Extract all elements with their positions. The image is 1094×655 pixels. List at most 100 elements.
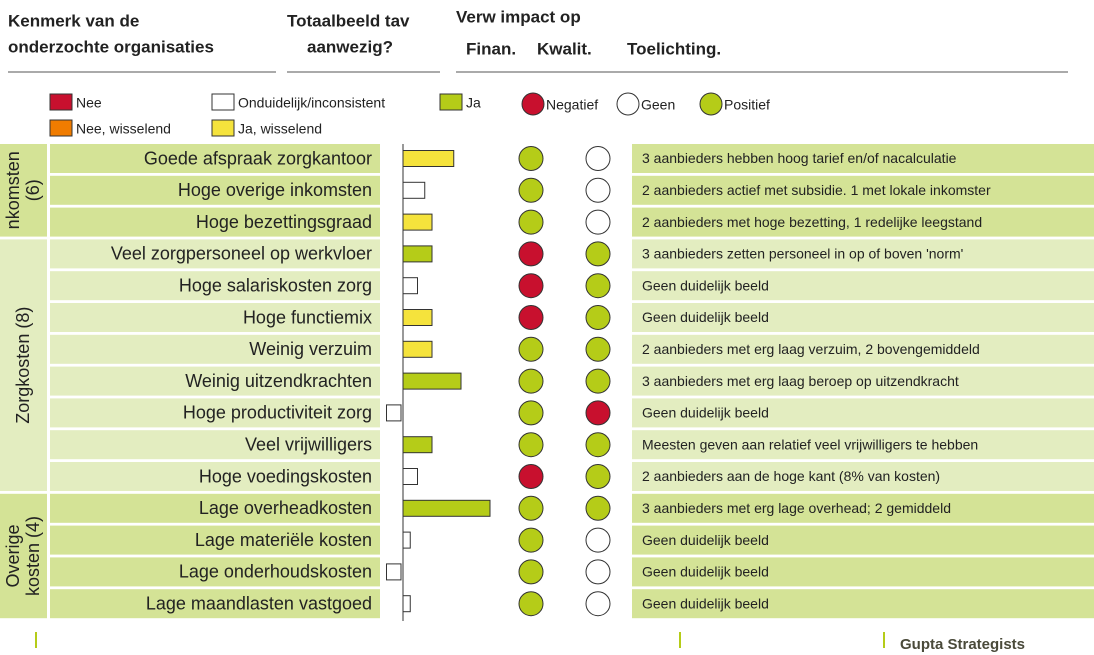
impact-kwalit xyxy=(585,591,611,617)
legend-swatch xyxy=(439,93,463,111)
legend-swatch xyxy=(211,93,235,111)
row-note: 2 aanbieders aan de hoge kant (8% van ko… xyxy=(642,468,940,484)
row-note: Geen duidelijk beeld xyxy=(642,277,769,293)
row-bg xyxy=(50,271,380,301)
group-label: kosten (4) xyxy=(23,516,43,596)
bar xyxy=(402,499,491,517)
impact-finan xyxy=(518,177,544,203)
row-bg xyxy=(632,398,1094,428)
impact-finan xyxy=(518,591,544,617)
impact-kwalit xyxy=(585,400,611,426)
footer-brand: Gupta Strategists xyxy=(900,636,1025,653)
impact-kwalit xyxy=(585,273,611,299)
impact-kwalit xyxy=(585,559,611,585)
impact-kwalit xyxy=(585,305,611,330)
bar xyxy=(402,277,418,295)
row-label: Veel zorgpersoneel op werkvloer xyxy=(111,244,372,264)
row-note: 3 aanbieders met erg lage overhead; 2 ge… xyxy=(642,500,951,516)
bar xyxy=(386,404,402,422)
legend-label: Positief xyxy=(724,97,770,113)
row-bg xyxy=(632,557,1094,587)
row-bg xyxy=(50,334,380,364)
bar xyxy=(402,150,455,167)
bar xyxy=(402,372,462,390)
row-note: 3 aanbieders met erg laag beroep op uitz… xyxy=(642,373,959,389)
impact-kwalit xyxy=(585,336,611,362)
row-bg xyxy=(50,557,380,587)
impact-kwalit xyxy=(585,464,611,489)
row-bg xyxy=(632,144,1094,173)
legend-label: Nee xyxy=(76,95,102,111)
row-label: Hoge overige inkomsten xyxy=(178,180,372,200)
impact-finan xyxy=(518,146,544,171)
row-bg xyxy=(50,239,380,269)
row-bg xyxy=(50,525,380,555)
row-label: Veel vrijwilligers xyxy=(245,434,372,454)
impact-finan xyxy=(518,209,544,235)
row-label: Lage onderhoudskosten xyxy=(179,562,372,582)
row-note: Geen duidelijk beeld xyxy=(642,309,769,325)
bar xyxy=(402,213,433,231)
bar xyxy=(402,531,411,549)
group-bg xyxy=(0,239,47,491)
header-col2: Totaalbeeld tav xyxy=(287,11,410,30)
row-bg xyxy=(632,207,1094,237)
row-note: Geen duidelijk beeld xyxy=(642,532,769,548)
legend-swatch xyxy=(49,93,73,111)
group-bg xyxy=(0,493,47,619)
row-bg xyxy=(632,334,1094,364)
header-col1: Kenmerk van de xyxy=(8,11,139,30)
legend-label: Geen xyxy=(641,97,675,113)
row-bg xyxy=(632,271,1094,301)
row-note: 2 aanbieders actief met subsidie. 1 met … xyxy=(642,182,991,198)
row-bg xyxy=(632,239,1094,269)
header-kwalit: Kwalit. xyxy=(537,39,592,58)
group-label: Overige xyxy=(3,524,23,587)
impact-finan xyxy=(518,464,544,489)
row-bg xyxy=(632,589,1094,619)
bar xyxy=(402,340,433,358)
bar xyxy=(402,309,433,326)
impact-kwalit xyxy=(585,209,611,235)
impact-finan xyxy=(518,368,544,394)
header-col3: Verw impact op xyxy=(456,7,581,26)
row-label: Hoge bezettingsgraad xyxy=(196,212,372,232)
bar xyxy=(402,468,418,485)
header-finan: Finan. xyxy=(466,39,516,58)
group-label: Zorgkosten (8) xyxy=(13,307,33,424)
legend-swatch xyxy=(521,92,545,116)
group-bg xyxy=(0,144,47,237)
row-note: Geen duidelijk beeld xyxy=(642,595,769,611)
impact-kwalit xyxy=(585,495,611,521)
bar xyxy=(402,245,433,263)
row-bg xyxy=(632,175,1094,205)
legend-swatch xyxy=(211,119,235,137)
row-bg xyxy=(50,398,380,428)
header-col1: onderzochte organisaties xyxy=(8,37,214,56)
row-note: 3 aanbieders zetten personeel in op of b… xyxy=(642,246,963,262)
legend-label: Negatief xyxy=(546,97,598,113)
row-bg xyxy=(50,589,380,619)
row-bg xyxy=(632,493,1094,523)
row-label: Hoge productiviteit zorg xyxy=(183,403,372,423)
row-bg xyxy=(632,366,1094,396)
impact-finan xyxy=(518,336,544,362)
group-label: (6) xyxy=(23,179,43,201)
row-label: Lage overheadkosten xyxy=(199,498,372,518)
impact-finan xyxy=(518,273,544,299)
row-note: 2 aanbieders met hoge bezetting, 1 redel… xyxy=(642,214,982,230)
impact-finan xyxy=(518,432,544,458)
row-note: Geen duidelijk beeld xyxy=(642,405,769,421)
row-label: Weinig verzuim xyxy=(249,339,372,359)
row-bg xyxy=(50,430,380,460)
row-bg xyxy=(50,207,380,237)
row-label: Lage materiële kosten xyxy=(195,530,372,550)
row-label: Lage maandlasten vastgoed xyxy=(146,593,372,613)
legend-label: Ja, wisselend xyxy=(238,121,322,137)
bar xyxy=(402,181,426,199)
row-bg xyxy=(632,525,1094,555)
impact-finan xyxy=(518,495,544,521)
impact-kwalit xyxy=(585,241,611,267)
impact-finan xyxy=(518,305,544,330)
impact-kwalit xyxy=(585,432,611,458)
